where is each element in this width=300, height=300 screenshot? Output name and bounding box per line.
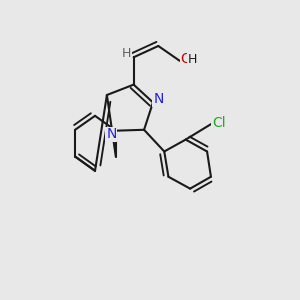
Text: Cl: Cl [212,116,226,130]
Text: H: H [188,52,197,66]
Text: O: O [180,52,191,66]
Text: N: N [153,92,164,106]
Text: N: N [106,127,116,141]
Text: H: H [122,46,131,60]
